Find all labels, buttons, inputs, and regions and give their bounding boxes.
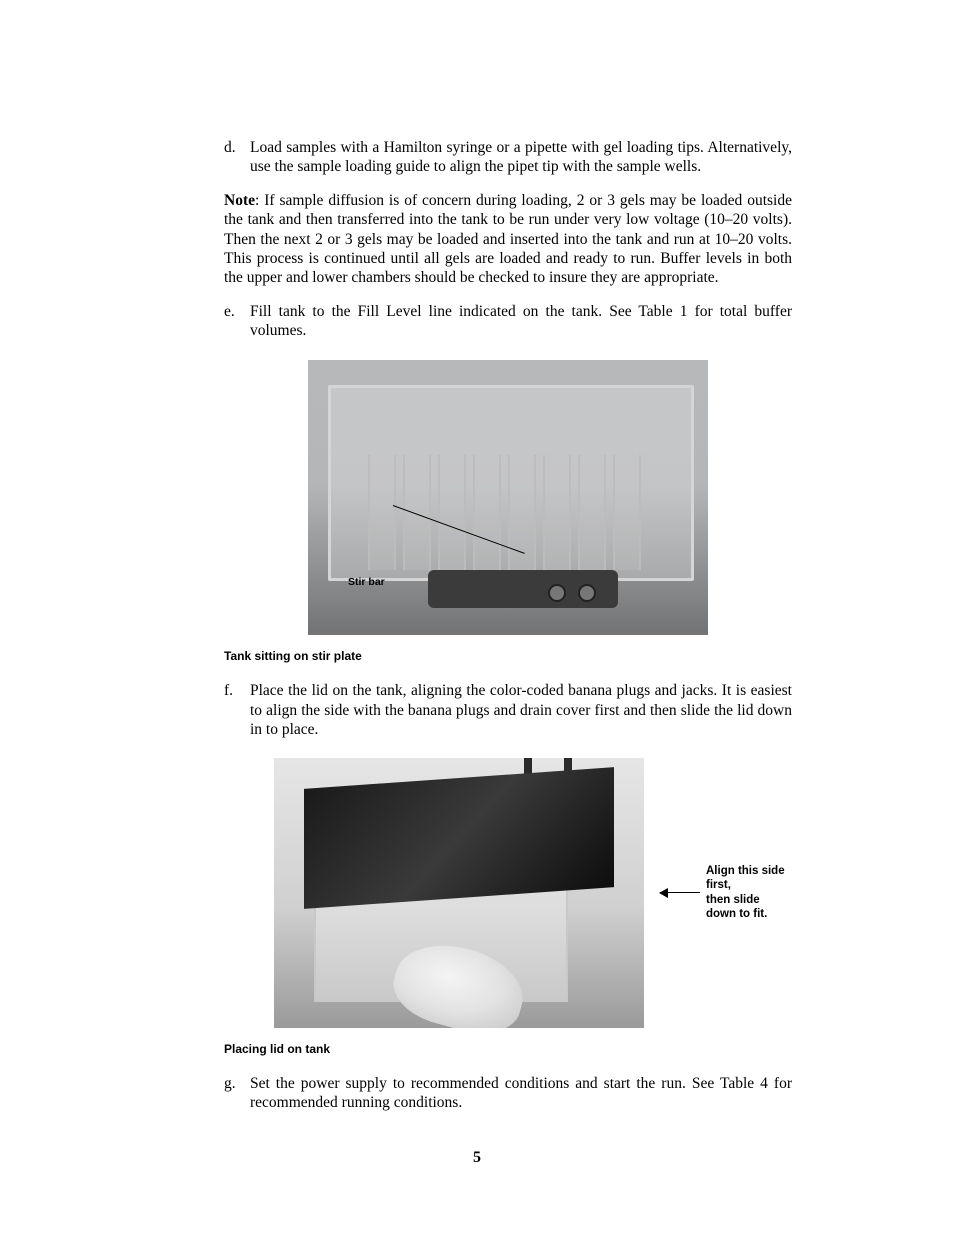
page-number: 5 bbox=[0, 1149, 954, 1167]
gel-slot bbox=[543, 455, 571, 570]
step-f: f. Place the lid on the tank, aligning t… bbox=[224, 681, 792, 739]
step-g: g. Set the power supply to recommended c… bbox=[224, 1074, 792, 1113]
step-e: e. Fill tank to the Fill Level line indi… bbox=[224, 302, 792, 341]
figure1-caption: Tank sitting on stir plate bbox=[224, 649, 792, 663]
step-d: d. Load samples with a Hamilton syringe … bbox=[224, 138, 792, 177]
step-marker: g. bbox=[224, 1074, 250, 1113]
note-label: Note bbox=[224, 192, 255, 209]
note-text: : If sample diffusion is of concern duri… bbox=[224, 192, 792, 287]
step-marker: d. bbox=[224, 138, 250, 177]
figure2-row: Align this side first, then slide down t… bbox=[224, 758, 792, 1028]
gel-slot bbox=[578, 455, 606, 570]
figure-placing-lid bbox=[274, 758, 644, 1028]
annot-line1: Align this side first, bbox=[706, 865, 785, 891]
figure2-annotation-text: Align this side first, then slide down t… bbox=[706, 864, 792, 922]
gel-slot bbox=[438, 455, 466, 570]
tank-lid bbox=[304, 767, 614, 909]
step-marker: f. bbox=[224, 681, 250, 739]
figure-tank-on-stir-plate: Stir bar bbox=[308, 360, 708, 635]
stir-bar-label: Stir bar bbox=[348, 576, 385, 588]
gel-slot bbox=[473, 455, 501, 570]
arrow-left-icon bbox=[660, 892, 700, 894]
gel-slot bbox=[613, 455, 641, 570]
figure2-annotation: Align this side first, then slide down t… bbox=[660, 864, 792, 922]
step-marker: e. bbox=[224, 302, 250, 341]
step-text: Fill tank to the Fill Level line indicat… bbox=[250, 302, 792, 341]
step-text: Set the power supply to recommended cond… bbox=[250, 1074, 792, 1113]
knob-icon bbox=[578, 584, 596, 602]
stir-plate bbox=[428, 570, 618, 608]
gel-slot bbox=[368, 455, 396, 570]
annot-line2: then slide down to fit. bbox=[706, 894, 767, 920]
note-paragraph: Note: If sample diffusion is of concern … bbox=[224, 191, 792, 288]
step-text: Place the lid on the tank, aligning the … bbox=[250, 681, 792, 739]
knob-icon bbox=[548, 584, 566, 602]
content-column: d. Load samples with a Hamilton syringe … bbox=[224, 138, 792, 1126]
figure2-caption: Placing lid on tank bbox=[224, 1042, 792, 1056]
manual-page: d. Load samples with a Hamilton syringe … bbox=[0, 0, 954, 1235]
step-text: Load samples with a Hamilton syringe or … bbox=[250, 138, 792, 177]
